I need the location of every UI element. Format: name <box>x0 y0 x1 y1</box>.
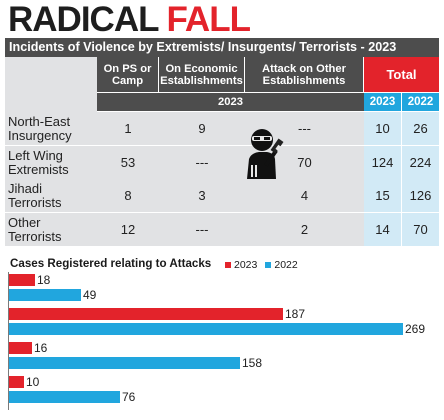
row-background <box>97 112 364 145</box>
table-cell: 2 <box>300 222 309 237</box>
incidents-table: On PS or Camp On Economic Establishments A… <box>5 57 439 248</box>
bar-value-label: 16 <box>34 341 48 355</box>
bar-2022 <box>9 289 81 301</box>
bar-value-label: 10 <box>26 375 40 389</box>
headline-word-2: FALL <box>166 0 250 39</box>
total-header: Total <box>364 57 439 92</box>
legend-item: 2023 <box>225 259 257 271</box>
column-header: On Economic Establishments <box>159 57 244 92</box>
row-label: Jihadi Terrorists <box>5 179 97 212</box>
table-cell: --- <box>195 155 209 170</box>
chart-legend: 2023 2022 <box>225 259 306 271</box>
legend-label: 2022 <box>274 259 298 271</box>
bar-2022 <box>9 323 403 335</box>
total-2023-cell: 15 <box>364 179 401 212</box>
bar-value-label: 76 <box>122 390 136 404</box>
year-header: 2023 <box>97 93 364 111</box>
table-cell: 1 <box>124 121 132 136</box>
table-cell: 12 <box>120 222 136 237</box>
total-2023-cell: 124 <box>364 146 401 179</box>
row-background <box>97 146 364 179</box>
table-cell: 53 <box>120 155 136 170</box>
bar-2023 <box>9 274 35 286</box>
table-cell: 8 <box>124 188 132 203</box>
row-label: Left Wing Extremists <box>5 146 97 179</box>
bar-value-label: 158 <box>242 356 263 370</box>
legend-label: 2023 <box>234 259 258 271</box>
subtitle: Incidents of Violence by Extremists/ Ins… <box>5 38 439 57</box>
bar-2023 <box>9 308 283 320</box>
bar-value-label: 187 <box>285 307 306 321</box>
headline: RADICAL FALL <box>8 0 251 39</box>
row-background <box>97 179 364 212</box>
legend-item: 2022 <box>265 259 298 271</box>
table-cell: 70 <box>297 155 312 170</box>
bar-value-label: 18 <box>37 273 51 287</box>
total-2023-cell: 14 <box>364 213 401 246</box>
total-year-header: 2023 <box>364 93 401 111</box>
bar-value-label: 49 <box>83 288 97 302</box>
table-cell: 4 <box>300 188 309 203</box>
total-2022-cell: 224 <box>402 146 439 179</box>
table-corner <box>5 57 97 112</box>
headline-word-1: RADICAL <box>8 0 159 39</box>
legend-swatch <box>225 262 231 268</box>
row-label: Other Terrorists <box>5 213 97 246</box>
bar-value-label: 269 <box>405 322 426 336</box>
table-cell: --- <box>298 121 311 136</box>
table-cell: 3 <box>198 188 206 203</box>
total-2022-cell: 126 <box>402 179 439 212</box>
total-year-header: 2022 <box>402 93 439 111</box>
table-cell: --- <box>195 222 209 237</box>
bar-2023 <box>9 376 24 388</box>
column-header: On PS or Camp <box>97 57 158 92</box>
chart-title: Cases Registered relating to Attacks <box>10 257 212 270</box>
bar-2022 <box>9 391 120 403</box>
column-header: Attack on Other Establishments <box>245 57 363 92</box>
total-2022-cell: 70 <box>402 213 439 246</box>
chart-baseline <box>8 272 9 410</box>
row-background <box>97 213 364 246</box>
row-label: North-East Insurgency <box>5 112 97 145</box>
legend-swatch <box>265 262 272 268</box>
table-cell: 9 <box>198 121 206 136</box>
total-2022-cell: 26 <box>402 112 439 145</box>
masked-gunman-icon <box>237 125 287 181</box>
bar-2023 <box>9 342 32 354</box>
total-2023-cell: 10 <box>364 112 401 145</box>
bar-2022 <box>9 357 240 369</box>
